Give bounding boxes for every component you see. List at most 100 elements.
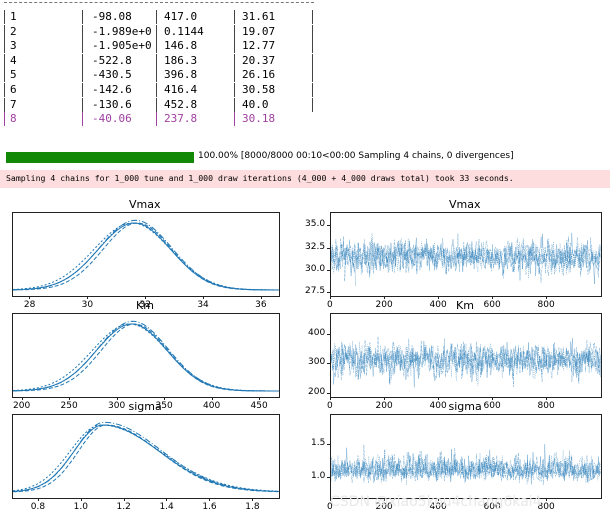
table-cell-c2: 452.8 xyxy=(164,97,198,111)
table-cell-idx: 4 xyxy=(10,53,17,67)
tick-mark xyxy=(438,498,439,501)
kde-tick-label: 1.0 xyxy=(73,502,88,512)
tick-mark xyxy=(202,296,204,299)
table-cell-idx: 7 xyxy=(10,97,17,111)
column-separator xyxy=(82,68,83,83)
table-cell-c2: 146.8 xyxy=(164,39,198,53)
column-separator xyxy=(156,53,157,68)
kde-chain-line xyxy=(13,222,279,291)
tick-mark xyxy=(546,498,547,501)
table-cell-c1: -142.6 xyxy=(92,83,132,96)
trace-svg xyxy=(331,444,601,485)
tick-mark xyxy=(546,296,547,299)
trace-ytick-label: 32.5 xyxy=(305,241,326,252)
column-separator xyxy=(312,97,313,112)
watermark-text: CSDN @xiao5kou4chang6kai4 xyxy=(330,494,542,510)
trace-ytick-label: 1.0 xyxy=(311,471,326,482)
column-separator xyxy=(234,97,235,112)
tick-mark xyxy=(330,498,331,501)
tick-mark xyxy=(327,333,330,335)
table-cell-c1: -1.905e+0 xyxy=(92,39,152,53)
table-row: 3 -1.905e+0 146.8 12.77 xyxy=(0,39,330,54)
table-cell-c3: 31.61 xyxy=(242,10,276,23)
tick-mark xyxy=(260,296,262,299)
trace-xtick-label: 800 xyxy=(537,300,555,310)
trace-xtick-label: 800 xyxy=(537,401,555,411)
column-separator xyxy=(156,39,157,54)
column-separator xyxy=(4,10,5,24)
tick-mark xyxy=(327,363,330,365)
kde-tick-label: 450 xyxy=(250,401,268,411)
kde-chain-line xyxy=(13,222,279,291)
column-separator xyxy=(82,112,83,127)
kde-plot-sigma xyxy=(12,414,280,499)
trace-ytick-label: 30.0 xyxy=(305,264,326,274)
trace-xtick-label: 0 xyxy=(327,401,333,411)
trace-xtick-label: 200 xyxy=(375,401,393,411)
tick-mark xyxy=(116,397,118,400)
kde-title: Km xyxy=(136,299,154,312)
column-separator xyxy=(82,53,83,68)
table-cell-c1: -430.5 xyxy=(92,68,132,82)
tick-mark xyxy=(327,292,330,294)
column-separator xyxy=(156,10,157,24)
kde-tick-label: 400 xyxy=(203,401,221,411)
kde-tick-label: 300 xyxy=(108,401,126,411)
table-cell-idx: 3 xyxy=(10,39,17,53)
kde-svg xyxy=(13,421,279,493)
column-separator xyxy=(4,24,5,39)
tick-mark xyxy=(123,498,125,501)
tick-mark xyxy=(166,498,168,501)
tick-mark xyxy=(29,296,31,299)
trace-xtick-label: 200 xyxy=(375,502,393,512)
tick-mark xyxy=(327,443,330,445)
table-cell-c2: 396.8 xyxy=(164,68,198,82)
kde-chain-line xyxy=(13,424,279,493)
trace-xtick-label: 400 xyxy=(429,401,447,411)
trace-svg xyxy=(331,336,601,388)
tick-mark xyxy=(209,498,211,501)
tick-mark xyxy=(438,296,439,299)
trace-ytick-label: 35.0 xyxy=(305,219,326,230)
column-separator xyxy=(156,24,157,39)
column-separator xyxy=(82,83,83,97)
table-cell-c3: 19.07 xyxy=(242,24,276,38)
column-separator xyxy=(312,24,313,39)
kde-chain-line xyxy=(13,323,279,392)
kde-tick-label: 36 xyxy=(255,300,267,310)
table-cell-c2: 186.3 xyxy=(164,53,198,67)
kde-chain-line xyxy=(13,323,279,392)
kde-tick-label: 1.2 xyxy=(116,502,131,512)
trace-ytick-label: 200 xyxy=(308,387,326,398)
trace-chain-line xyxy=(331,338,601,384)
trace-ytick-label: 1.5 xyxy=(311,437,326,448)
trace-xtick-label: 0 xyxy=(327,502,333,512)
tick-mark xyxy=(211,397,213,400)
tick-mark xyxy=(330,296,331,299)
tick-mark xyxy=(87,296,89,299)
table-cell-c3: 40.0 xyxy=(242,97,269,111)
kde-chain-line xyxy=(13,222,279,291)
kde-tick-label: 30 xyxy=(81,300,94,310)
kde-title: Vmax xyxy=(129,198,161,211)
column-separator xyxy=(312,39,313,54)
trace-plot-Vmax xyxy=(330,212,602,297)
table-cell-idx: 5 xyxy=(10,68,17,82)
tick-mark xyxy=(145,296,146,299)
trace-xtick-label: 800 xyxy=(537,502,555,512)
trace-plot-sigma xyxy=(330,414,602,499)
column-separator xyxy=(4,39,5,54)
column-separator xyxy=(234,112,235,127)
table-cell-c1: -40.06 xyxy=(92,112,132,126)
table-cell-idx: 1 xyxy=(10,10,17,23)
column-separator xyxy=(156,112,157,127)
tick-mark xyxy=(252,498,254,501)
kde-tick-label: 32 xyxy=(139,300,151,310)
trace-title: Km xyxy=(456,299,474,312)
trace-xtick-label: 400 xyxy=(429,300,447,310)
kde-svg xyxy=(13,219,279,291)
trace-ytick-label: 27.5 xyxy=(305,286,326,297)
tick-mark xyxy=(327,477,330,479)
table-cell-c2: 417.0 xyxy=(164,10,198,23)
progress-fill xyxy=(6,152,194,163)
